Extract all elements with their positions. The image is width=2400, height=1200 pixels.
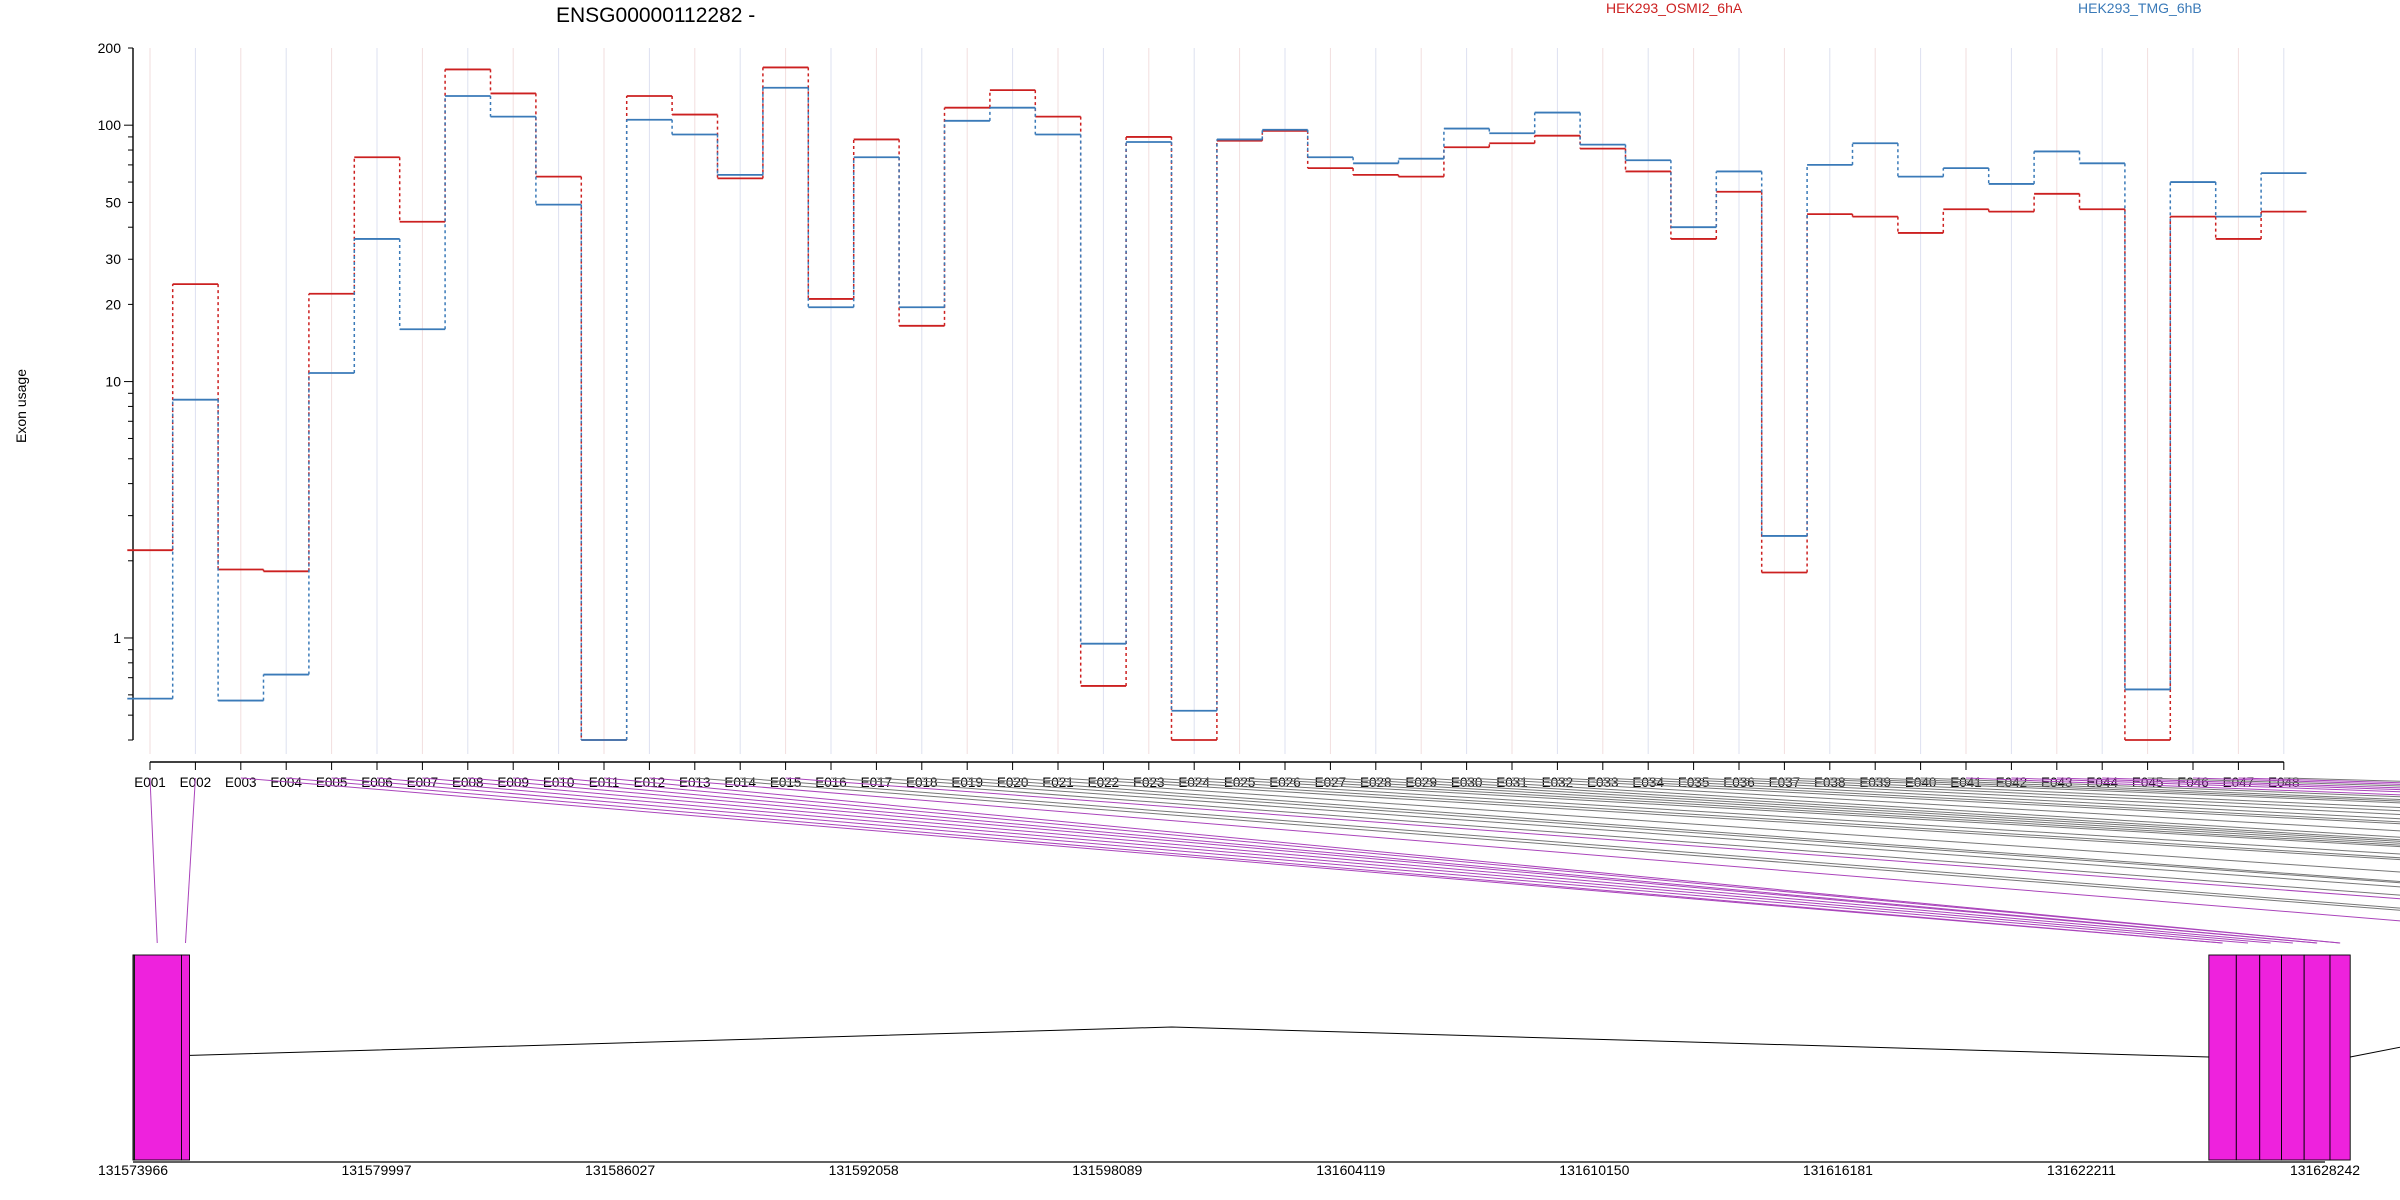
- coordinate-label: 131573966: [98, 1162, 168, 1178]
- exon-connector: [603, 777, 2341, 944]
- y-tick-label: 10: [105, 374, 121, 390]
- exon-box: [132, 954, 136, 1161]
- y-tick-label: 20: [105, 296, 121, 312]
- x-tick-label: E003: [225, 775, 257, 790]
- exon-connector: [1239, 777, 2400, 846]
- exon-connector: [286, 777, 2223, 944]
- y-tick-label: 1: [113, 630, 121, 646]
- exon-connector: [1557, 777, 2400, 823]
- legend-series-1: HEK293_OSMI2_6hA: [1606, 0, 1743, 16]
- exon-connector: [967, 777, 2400, 883]
- exon-connector: [830, 777, 2400, 896]
- y-tick-label: 100: [98, 117, 122, 133]
- exon-connector: [185, 777, 196, 944]
- exon-connector: [2102, 777, 2400, 789]
- exon-box-highlighted: [2329, 954, 2351, 1161]
- exon-connector: [422, 777, 2293, 944]
- exon-box-highlighted: [181, 954, 190, 1161]
- exon-connector: [1738, 777, 2400, 808]
- exon-connector: [1421, 777, 2400, 838]
- gene-model: [132, 954, 2400, 1161]
- coordinate-label: 131592058: [829, 1162, 899, 1178]
- coordinate-label: 131586027: [585, 1162, 655, 1178]
- exon-connector: [649, 777, 2400, 922]
- genomic-coordinate-axis: 131573966 131579997 131586027 131592058 1315…: [98, 1161, 2360, 1178]
- exon-connector: [331, 777, 2249, 944]
- intron-line: [2350, 1046, 2400, 1058]
- exon-connector: [1375, 777, 2400, 841]
- exon-connector: [1330, 777, 2400, 842]
- exon-connector: [376, 777, 2271, 944]
- coordinate-label: 131622211: [2047, 1162, 2116, 1178]
- exon-box-highlighted: [2235, 954, 2261, 1161]
- coordinate-label: 131604119: [1316, 1162, 1385, 1178]
- exon-box-highlighted: [2281, 954, 2305, 1161]
- exon-connector: [1057, 777, 2400, 861]
- exon-connector: [467, 777, 2318, 944]
- series-lines: [127, 66, 2307, 741]
- exon-box-highlighted: [2208, 954, 2237, 1161]
- exon-connectors: [149, 777, 2400, 944]
- exon-connector: [740, 777, 2400, 909]
- exon-connector: [1875, 777, 2400, 800]
- exon-connector: [149, 777, 158, 944]
- exon-connector: [1511, 777, 2400, 825]
- exon-box-highlighted: [2303, 954, 2331, 1161]
- coordinate-label: 131616181: [1803, 1162, 1873, 1178]
- vertical-gridlines: [149, 48, 2285, 754]
- coordinate-label: 131598089: [1072, 1162, 1142, 1178]
- exon-connector: [1012, 777, 2400, 873]
- exon-connector: [2238, 777, 2400, 784]
- exon-connector: [785, 777, 2400, 900]
- exon-box-highlighted: [2259, 954, 2282, 1161]
- exon-connector: [1148, 777, 2400, 855]
- exon-connector: [1284, 777, 2400, 844]
- exon-connector: [1466, 777, 2400, 832]
- exon-connector: [921, 777, 2400, 884]
- exon-connector: [513, 777, 2318, 944]
- exon-connector: [694, 777, 2400, 911]
- exon-connector: [876, 777, 2400, 888]
- exon-connector: [1103, 777, 2400, 859]
- exon-connector: [558, 777, 2341, 944]
- exon-connector: [1648, 777, 2400, 815]
- exon-connector: [1194, 777, 2400, 848]
- exon-box-highlighted: [132, 954, 182, 1161]
- y-tick-label: 50: [105, 194, 121, 210]
- coordinate-label: 131579997: [342, 1162, 412, 1178]
- chart-title: ENSG00000112282 -: [556, 4, 755, 27]
- intron-line: [134, 1026, 2209, 1058]
- coordinate-label: 131628242: [2290, 1162, 2360, 1178]
- coordinate-label: 131610150: [1559, 1162, 1629, 1178]
- y-tick-label: 200: [98, 40, 122, 56]
- y-axis-label: Exon usage: [13, 369, 29, 443]
- exon-connector: [1602, 777, 2400, 820]
- y-axis: 1 10 20 30 50 100 200: [98, 40, 134, 741]
- exon-connector: [240, 777, 2223, 944]
- legend-series-2: HEK293_TMG_6hB: [2078, 0, 2202, 16]
- series-2: [127, 86, 2307, 741]
- y-tick-label: 30: [105, 251, 121, 267]
- exon-connector: [1693, 777, 2400, 812]
